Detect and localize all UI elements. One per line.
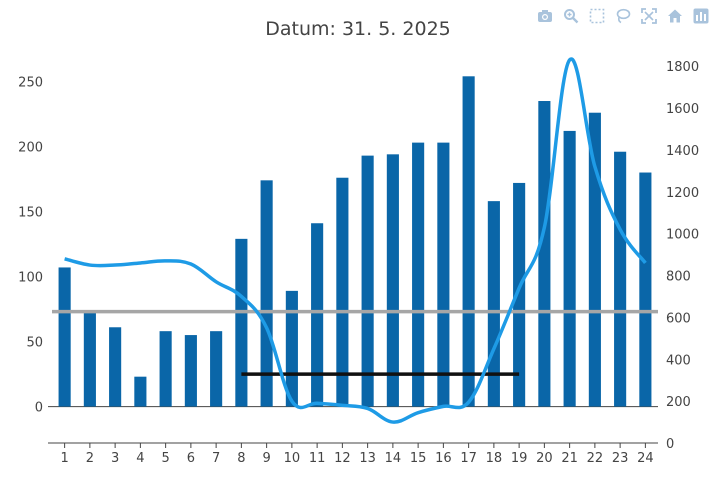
y-right-tick-label: 200 xyxy=(666,395,691,410)
y-left-tick-label: 50 xyxy=(26,336,43,351)
lasso-select-icon[interactable] xyxy=(613,6,633,26)
x-tick-label: 20 xyxy=(536,451,553,466)
x-tick-label: 6 xyxy=(187,451,195,466)
y-right-tick-label: 1800 xyxy=(666,60,699,75)
camera-icon[interactable] xyxy=(535,6,555,26)
line-series[interactable] xyxy=(64,57,647,424)
x-tick-label: 1 xyxy=(60,451,68,466)
plotly-logo-icon[interactable] xyxy=(691,6,711,26)
x-tick-label: 2 xyxy=(86,451,94,466)
bar[interactable] xyxy=(285,290,298,407)
x-tick-label: 23 xyxy=(612,451,629,466)
y-right-tick-label: 1200 xyxy=(666,186,699,201)
x-tick-label: 10 xyxy=(284,451,301,466)
plot-area[interactable]: 0 50 100 150 200 250 0 200 400 600 800 1000 1200 1400… xyxy=(18,57,699,466)
y-left-tick-label: 100 xyxy=(18,271,43,286)
bar[interactable] xyxy=(412,142,425,407)
bar[interactable] xyxy=(563,130,576,407)
bar[interactable] xyxy=(83,312,96,407)
x-tick-label: 17 xyxy=(460,451,477,466)
x-tick-label: 19 xyxy=(511,451,528,466)
x-tick-label: 9 xyxy=(262,451,270,466)
bar[interactable] xyxy=(538,101,551,407)
box-select-icon[interactable] xyxy=(587,6,607,26)
x-tick-label: 18 xyxy=(486,451,503,466)
bar[interactable] xyxy=(184,335,197,407)
bar[interactable] xyxy=(386,154,399,407)
bar[interactable] xyxy=(159,331,172,407)
x-tick-label: 11 xyxy=(309,451,326,466)
bar[interactable] xyxy=(336,177,349,407)
bar[interactable] xyxy=(134,376,147,407)
y-left-tick-label: 250 xyxy=(18,76,43,91)
x-tick-label: 4 xyxy=(136,451,144,466)
y-right-tick-label: 800 xyxy=(666,270,691,285)
bar[interactable] xyxy=(58,267,71,407)
bar[interactable] xyxy=(109,327,122,407)
x-tick-label: 15 xyxy=(410,451,427,466)
x-tick-label: 3 xyxy=(111,451,119,466)
bar[interactable] xyxy=(588,112,601,407)
y-right-tick-label: 1400 xyxy=(666,144,699,159)
bar[interactable] xyxy=(639,172,652,407)
bar[interactable] xyxy=(614,151,627,407)
x-tick-label: 14 xyxy=(385,451,402,466)
bar[interactable] xyxy=(361,155,374,407)
y-right-tick-label: 400 xyxy=(666,353,691,368)
bar[interactable] xyxy=(235,238,248,407)
bar[interactable] xyxy=(260,180,273,407)
x-tick-label: 24 xyxy=(637,451,654,466)
x-tick-label: 5 xyxy=(161,451,169,466)
chart-title: Datum: 31. 5. 2025 xyxy=(265,18,451,40)
y-right-tick-label: 600 xyxy=(666,311,691,326)
y-right-tick-label: 1000 xyxy=(666,228,699,243)
autoscale-icon[interactable] xyxy=(639,6,659,26)
bar[interactable] xyxy=(513,182,526,407)
x-tick-label: 21 xyxy=(561,451,578,466)
bar[interactable] xyxy=(462,76,475,407)
y-right-tick-label: 1600 xyxy=(666,102,699,117)
y-right-tick-label: 0 xyxy=(666,437,674,452)
x-tick-label: 22 xyxy=(587,451,604,466)
modebar xyxy=(535,6,711,26)
bar[interactable] xyxy=(311,223,324,407)
x-tick-label: 8 xyxy=(237,451,245,466)
reset-axes-icon[interactable] xyxy=(665,6,685,26)
y-left-tick-label: 150 xyxy=(18,206,43,221)
zoom-icon[interactable] xyxy=(561,6,581,26)
x-tick-label: 7 xyxy=(212,451,220,466)
y-left-tick-label: 0 xyxy=(35,401,43,416)
bar[interactable] xyxy=(210,331,223,407)
y-left-tick-label: 200 xyxy=(18,141,43,156)
x-tick-label: 13 xyxy=(359,451,376,466)
x-tick-label: 16 xyxy=(435,451,452,466)
x-tick-label: 12 xyxy=(334,451,351,466)
bar[interactable] xyxy=(437,142,450,407)
